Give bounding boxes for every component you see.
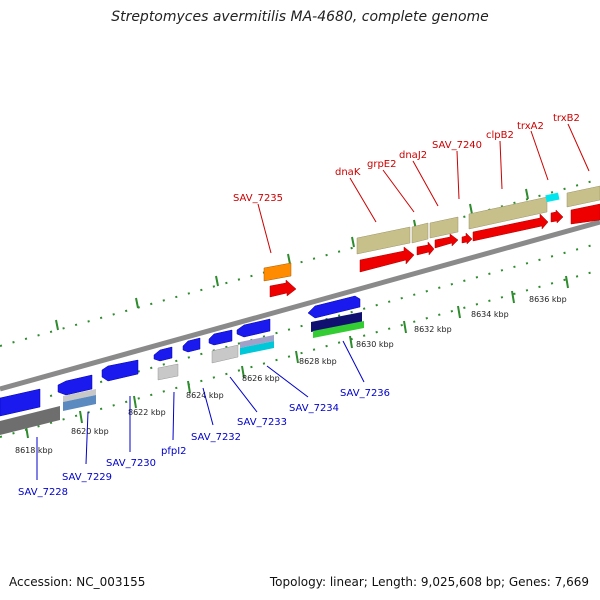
scale-label: 8622 kbp (128, 408, 166, 417)
gene-label-SAV_7232[interactable]: SAV_7232 (191, 432, 241, 443)
gene-label-SAV_7234[interactable]: SAV_7234 (289, 403, 339, 414)
genome-backbone (0, 219, 600, 392)
scale-label: 8626 kbp (242, 374, 280, 383)
scale-labels: 8618 kbp 8620 kbp 8622 kbp 8624 kbp 8626… (15, 295, 567, 455)
plus-tan-features (356, 185, 600, 255)
scale-label: 8618 kbp (15, 446, 53, 455)
scale-label: 8636 kbp (529, 295, 567, 304)
scale-label: 8634 kbp (471, 310, 509, 319)
scale-label: 8632 kbp (414, 325, 452, 334)
map-title: Streptomyces avermitilis MA-4680, comple… (111, 9, 489, 25)
minus-blue-arrows (0, 295, 361, 417)
pseudo-feature-stack-2 (240, 335, 274, 348)
genome-summary-text: Topology: linear; Length: 9,025,608 bp; … (269, 575, 589, 589)
plus-red-arrows (269, 203, 600, 298)
upper-tick-row-1 (0, 178, 600, 347)
gene-label-pfpI2[interactable]: pfpI2 (161, 446, 187, 457)
gene-label-SAV_7236[interactable]: SAV_7236 (340, 388, 390, 399)
gene-label-trxA2[interactable]: trxA2 (517, 121, 544, 132)
scale-label: 8630 kbp (356, 340, 394, 349)
green-bar (313, 321, 364, 338)
navy-bar (311, 312, 362, 332)
gene-label-SAV_7233[interactable]: SAV_7233 (237, 417, 287, 428)
scale-label: 8620 kbp (71, 427, 109, 436)
gene-label-clpB2[interactable]: clpB2 (486, 130, 514, 141)
light-gray-feature-2 (211, 344, 239, 364)
gene-label-dnaJ2[interactable]: dnaJ2 (399, 150, 427, 161)
gene-label-dnaK[interactable]: dnaK (335, 167, 361, 178)
major-ticks (25, 188, 569, 439)
gene-label-SAV_7228[interactable]: SAV_7228 (18, 487, 68, 498)
light-gray-feature-1 (157, 363, 179, 381)
gene-label-grpE2[interactable]: grpE2 (367, 159, 397, 170)
accession-text: Accession: NC_003155 (9, 575, 146, 589)
gene-label-SAV_7235[interactable]: SAV_7235 (233, 193, 283, 204)
minus-gene-leaders (36, 340, 365, 480)
scale-label: 8628 kbp (299, 357, 337, 366)
dark-gray-bar (0, 406, 60, 435)
pseudo-feature-stack-1 (63, 389, 96, 402)
plus-gene-leaders (257, 123, 590, 254)
plus-gene-labels: SAV_7235 dnaK grpE2 dnaJ2 SAV_7240 clpB2… (233, 113, 580, 204)
SAV_7235-orange-block (263, 262, 292, 282)
pseudo-feature-stack-1-blue (63, 395, 96, 411)
gene-label-SAV_7230[interactable]: SAV_7230 (106, 458, 156, 469)
gene-label-SAV_7240[interactable]: SAV_7240 (432, 140, 482, 151)
gene-label-SAV_7229[interactable]: SAV_7229 (62, 472, 112, 483)
gene-label-trxB2[interactable]: trxB2 (553, 113, 580, 124)
pseudo-feature-stack-2-cyan (240, 341, 274, 355)
trxA2-cyan-block (545, 192, 560, 203)
minus-gene-labels: SAV_7228 SAV_7229 SAV_7230 pfpI2 SAV_723… (18, 388, 390, 498)
